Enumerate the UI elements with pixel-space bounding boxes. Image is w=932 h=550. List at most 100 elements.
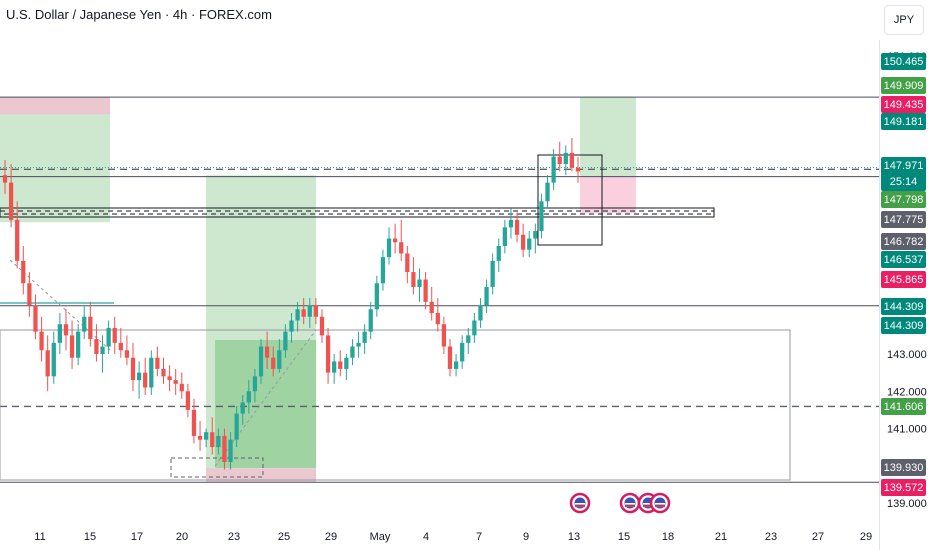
price-label-value: 149.909 — [884, 80, 924, 92]
price-label-bg — [881, 157, 926, 191]
candle-body — [100, 346, 105, 354]
candle-body — [466, 335, 471, 343]
candle — [2, 160, 8, 194]
economic-event-icons[interactable] — [569, 492, 671, 514]
candle — [344, 354, 349, 381]
price-label-bg — [881, 211, 926, 228]
candle — [106, 320, 111, 354]
x-tick-label: 27 — [812, 531, 824, 543]
candle — [216, 428, 221, 455]
candle-body — [380, 257, 386, 284]
candle-body — [106, 327, 111, 347]
x-tick-label: 23 — [765, 531, 777, 543]
x-tick-label: 29 — [860, 531, 872, 543]
candle — [161, 357, 166, 384]
candle — [27, 272, 32, 317]
price-label-bg — [881, 317, 926, 334]
price-label-bg — [881, 398, 926, 415]
candle-body — [185, 391, 191, 410]
price-label-value: 150.465 — [884, 56, 924, 68]
candle-body — [252, 376, 258, 392]
price-label-bg — [881, 233, 926, 250]
candle — [240, 394, 245, 425]
low-box[interactable] — [170, 457, 264, 478]
candle — [453, 354, 459, 377]
y-tick-label: 142.000 — [887, 386, 927, 398]
candle-body — [204, 432, 209, 440]
x-tick-label: 11 — [34, 531, 45, 543]
candle — [502, 219, 507, 254]
price-label-value: 146.537 — [884, 254, 924, 266]
candle-body — [490, 260, 495, 287]
candle-body — [88, 316, 93, 340]
candle-body — [356, 342, 361, 347]
candle — [173, 368, 178, 395]
candle-body — [374, 283, 379, 310]
candle — [533, 223, 538, 254]
candle-body — [484, 286, 489, 306]
x-tick-label: May — [370, 531, 391, 543]
candle-body — [161, 368, 166, 377]
candle-body — [258, 346, 264, 377]
candle — [167, 365, 172, 392]
candle-body — [277, 350, 282, 369]
price-label-value: 147.775 — [884, 214, 924, 226]
candle — [185, 383, 191, 418]
us-flag-event-icon[interactable] — [619, 492, 641, 514]
candle-body — [453, 361, 459, 369]
candle — [356, 331, 361, 358]
candle — [466, 327, 471, 354]
y-tick-label: 143.000 — [887, 349, 927, 361]
candle-body — [332, 361, 337, 373]
candle — [338, 350, 343, 377]
candle-body — [191, 409, 197, 436]
candle-body — [149, 357, 154, 388]
candle — [563, 145, 568, 176]
candle-body — [429, 301, 434, 314]
us-flag-event-icon[interactable] — [649, 492, 671, 514]
candle — [472, 313, 477, 343]
candle-body — [82, 316, 87, 332]
candle-body — [313, 305, 319, 317]
consolidation-box-inner[interactable] — [0, 210, 715, 215]
candle — [124, 335, 130, 366]
price-label: 139.930 — [881, 459, 926, 476]
x-tick-label: 20 — [176, 531, 188, 543]
candle — [332, 354, 337, 384]
candle — [551, 149, 556, 191]
candle — [557, 141, 562, 172]
candle — [362, 324, 367, 354]
candle-body — [539, 201, 544, 232]
price-label-value: 149.435 — [884, 99, 924, 111]
candle — [374, 275, 379, 317]
loss-zone-6 — [580, 176, 636, 214]
candle — [283, 324, 288, 358]
x-tick-label: 23 — [228, 531, 240, 543]
price-axis[interactable]: 151.000143.000142.000141.000139.000150.4… — [881, 51, 927, 510]
candle-body — [508, 219, 514, 228]
range-box[interactable] — [0, 329, 791, 481]
candle — [228, 432, 233, 470]
candle — [417, 268, 422, 302]
candle-body — [45, 350, 50, 377]
candle-body — [15, 219, 20, 261]
currency-button[interactable]: JPY — [884, 5, 924, 35]
candle — [15, 201, 20, 269]
candle-body — [112, 327, 117, 343]
x-tick-label: 4 — [423, 531, 429, 543]
candle-body — [173, 380, 178, 384]
x-tick-label: 17 — [131, 531, 143, 543]
candle — [82, 305, 87, 340]
candle — [112, 316, 117, 354]
candle — [569, 137, 575, 172]
candle — [246, 380, 251, 414]
diagonal-path-2 — [214, 329, 317, 467]
us-flag-event-icon[interactable] — [569, 492, 591, 514]
candle — [234, 406, 239, 448]
candle-body — [295, 309, 300, 321]
price-label-bg — [881, 479, 926, 496]
candle-body — [76, 331, 81, 358]
x-tick-label: 18 — [662, 531, 674, 543]
price-label: 149.435 — [881, 96, 926, 113]
